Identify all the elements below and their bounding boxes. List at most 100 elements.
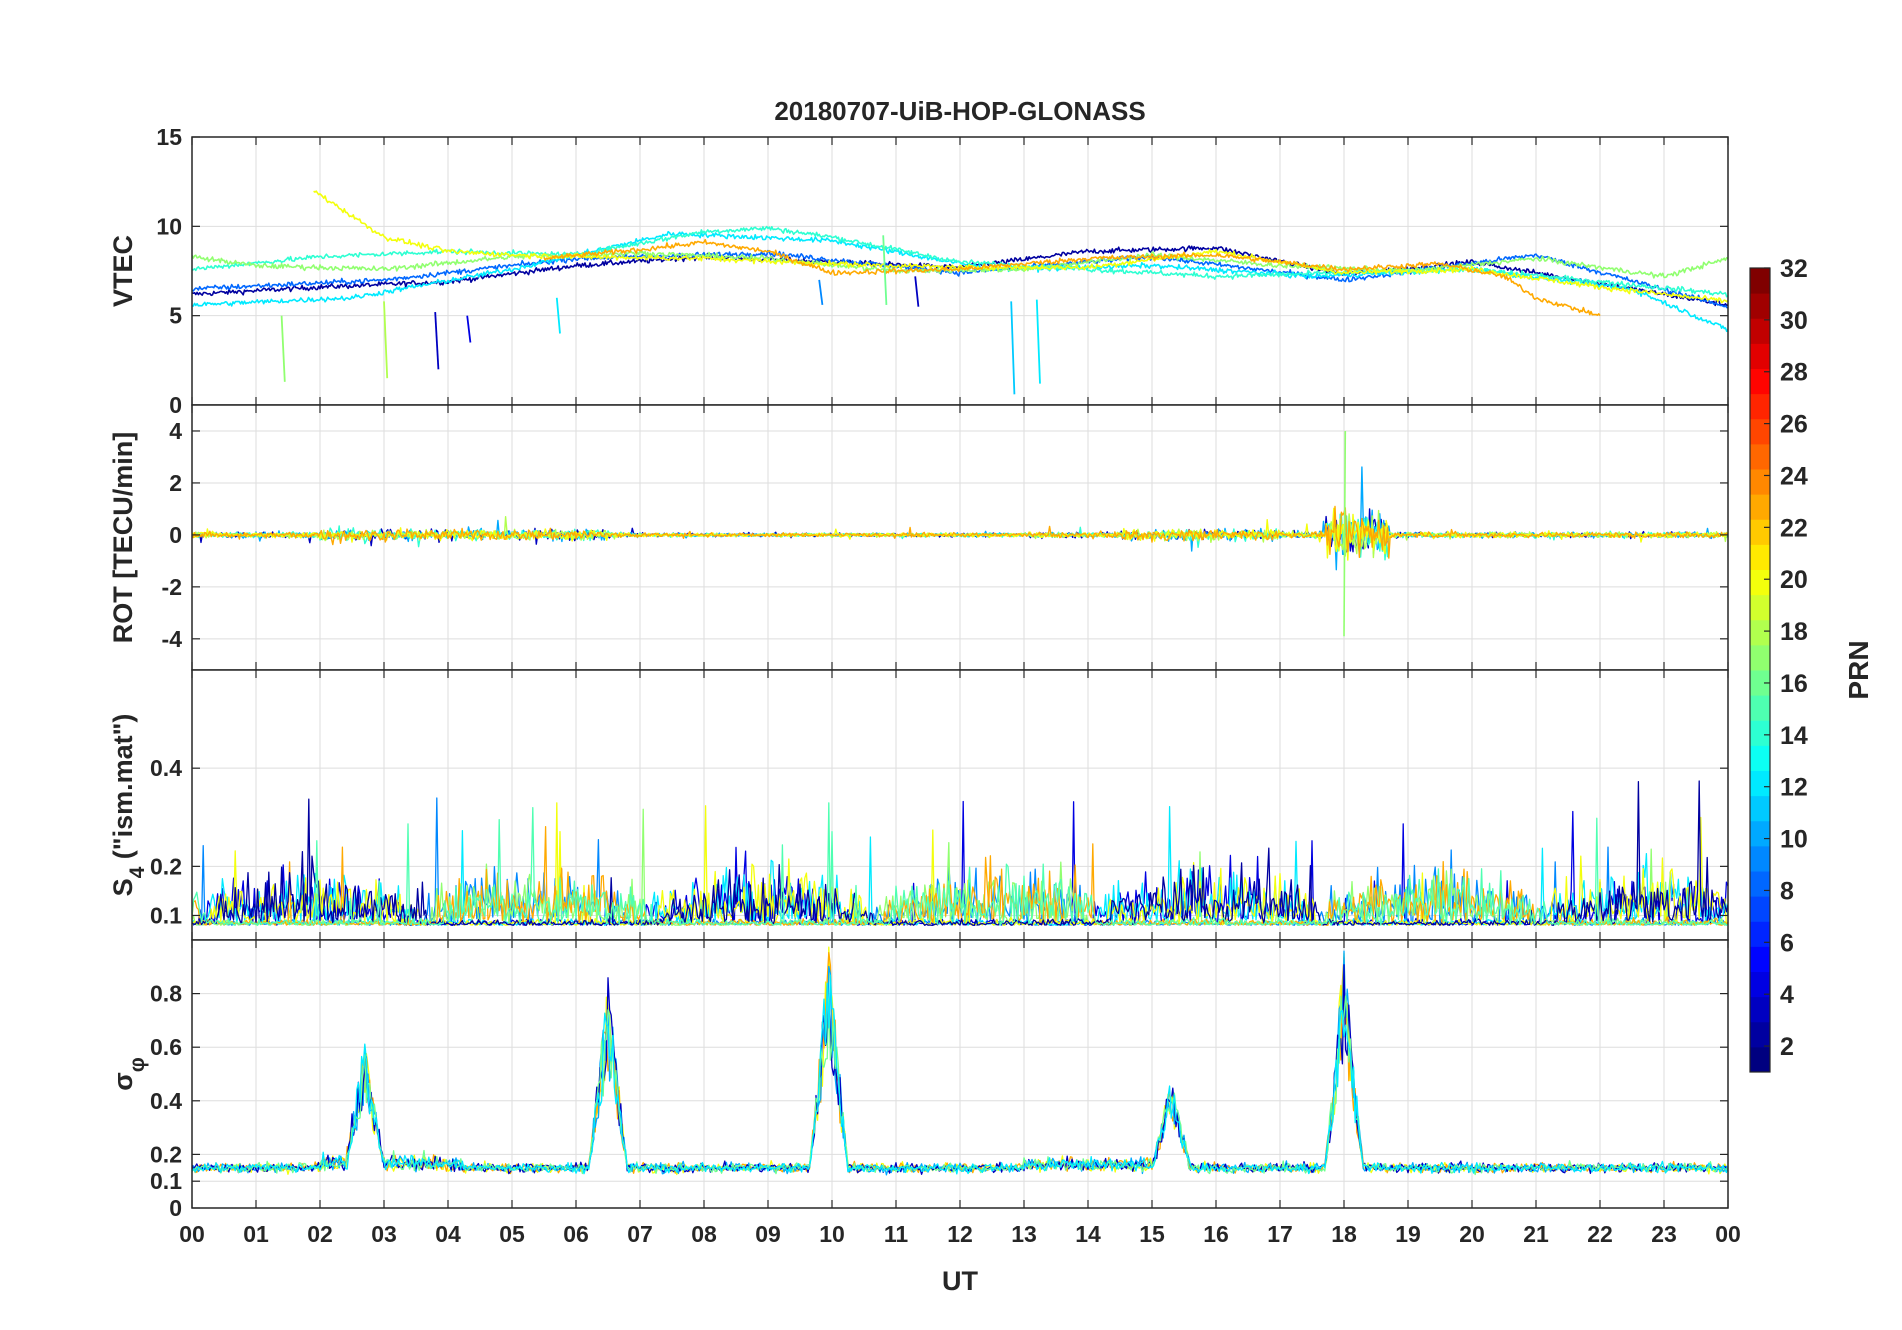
colorbar-tick-label: 16 bbox=[1780, 670, 1808, 698]
colorbar-step bbox=[1750, 820, 1770, 847]
colorbar-step bbox=[1750, 469, 1770, 495]
colorbar-tick-label: 28 bbox=[1780, 359, 1808, 387]
x-axis-label: UT bbox=[942, 1266, 978, 1296]
colorbar-label: PRN bbox=[1843, 640, 1874, 699]
x-tick-label: 14 bbox=[1075, 1221, 1101, 1247]
series-line bbox=[192, 974, 1728, 1175]
x-tick-label: 21 bbox=[1523, 1221, 1549, 1247]
colorbar-tick-label: 20 bbox=[1780, 566, 1808, 594]
x-tick-label: 08 bbox=[691, 1221, 717, 1247]
y-tick-label: 4 bbox=[169, 418, 182, 444]
y-tick-label: 5 bbox=[169, 303, 182, 329]
y-tick-label: 0.4 bbox=[150, 755, 182, 781]
colorbar-step bbox=[1750, 644, 1770, 671]
y-tick-label: 0.4 bbox=[150, 1088, 182, 1114]
colorbar-step bbox=[1750, 896, 1770, 922]
x-tick-labels: 00 01 02 03 04 05 06 07 08 09 10 11 12 13 14 15 16 17 18 19… bbox=[179, 1221, 1741, 1247]
series-line bbox=[192, 802, 1728, 926]
x-tick-label: 05 bbox=[499, 1221, 525, 1247]
colorbar-step bbox=[1750, 418, 1770, 445]
series-line bbox=[192, 808, 1728, 926]
colorbar-tick-label: 32 bbox=[1780, 255, 1808, 283]
colorbar-step bbox=[1750, 318, 1770, 344]
colorbar-step bbox=[1750, 293, 1770, 319]
x-tick-label: 12 bbox=[947, 1221, 973, 1247]
colorbar-tick-label: 10 bbox=[1780, 826, 1808, 854]
colorbar-step bbox=[1750, 845, 1770, 872]
y-tick-label: 0 bbox=[169, 522, 182, 548]
y-tick-label: 0.1 bbox=[150, 1168, 182, 1194]
series-line bbox=[466, 315, 472, 343]
x-tick-label: 23 bbox=[1651, 1221, 1677, 1247]
colorbar-tick-label: 24 bbox=[1780, 462, 1808, 490]
x-tick-label: 22 bbox=[1587, 1221, 1613, 1247]
colorbar-step bbox=[1750, 443, 1770, 470]
y-axis-label: ROT [TECU/min] bbox=[108, 432, 138, 643]
x-tick-label: 19 bbox=[1395, 1221, 1421, 1247]
series-line bbox=[280, 315, 286, 382]
series-line bbox=[543, 238, 1601, 317]
panel-vtec: 0 5 10 15 VTEC bbox=[108, 124, 1729, 418]
chart-title: 20180707-UiB-HOP-GLONASS bbox=[774, 96, 1145, 126]
x-tick-label: 02 bbox=[307, 1221, 333, 1247]
y-tick-label: -2 bbox=[162, 574, 182, 600]
colorbar-step bbox=[1750, 795, 1770, 822]
colorbar-step bbox=[1750, 368, 1770, 395]
x-tick-label: 15 bbox=[1139, 1221, 1165, 1247]
y-tick-label: 0 bbox=[169, 1195, 182, 1221]
x-tick-label: 16 bbox=[1203, 1221, 1229, 1247]
series-line bbox=[192, 509, 1728, 559]
colorbar-step bbox=[1750, 393, 1770, 420]
series-line bbox=[192, 250, 1728, 279]
y-tick-label: 2 bbox=[169, 470, 182, 496]
y-tick-label: 10 bbox=[156, 213, 182, 239]
colorbar-tick-label: 12 bbox=[1780, 774, 1808, 802]
colorbar-step bbox=[1750, 745, 1770, 771]
y-tick-label: 15 bbox=[156, 124, 182, 150]
series-line bbox=[434, 312, 440, 370]
colorbar-tick-label: 8 bbox=[1780, 877, 1794, 905]
y-tick-label: 0.6 bbox=[150, 1034, 182, 1060]
colorbar-step bbox=[1750, 695, 1770, 721]
x-tick-label: 13 bbox=[1011, 1221, 1037, 1247]
colorbar-step bbox=[1750, 770, 1770, 797]
x-tick-label: 11 bbox=[884, 1221, 909, 1247]
series-line bbox=[1035, 299, 1041, 384]
colorbar-step bbox=[1750, 1046, 1770, 1073]
y-tick-label: 0.2 bbox=[150, 853, 182, 879]
series-line bbox=[192, 780, 1728, 926]
colorbar-tick-label: 6 bbox=[1780, 929, 1794, 957]
series-line bbox=[555, 297, 561, 334]
panel-sigma_phi: 00.10.2 0.4 0.6 0.8 σφ bbox=[108, 939, 1729, 1221]
colorbar-step bbox=[1750, 946, 1770, 972]
colorbar-step bbox=[1750, 343, 1770, 369]
colorbar-step bbox=[1750, 921, 1770, 947]
y-tick-label: 0.2 bbox=[150, 1141, 182, 1167]
series-line bbox=[192, 826, 1728, 926]
colorbar-step bbox=[1750, 971, 1770, 998]
y-axis-label: σφ bbox=[108, 1057, 149, 1091]
y-axis-label: S4 ("ism.mat") bbox=[108, 714, 149, 897]
panel-rot: -4 -2 0 2 4 ROT [TECU/min] bbox=[108, 404, 1729, 671]
y-tick-label: 0 bbox=[169, 392, 182, 418]
series-line bbox=[192, 505, 1728, 559]
series-line bbox=[383, 301, 389, 379]
colorbar-tick-label: 4 bbox=[1780, 981, 1794, 1009]
colorbar-step bbox=[1750, 720, 1770, 746]
x-tick-label: 07 bbox=[627, 1221, 653, 1247]
series-group bbox=[192, 190, 1728, 395]
y-tick-label: 0.1 bbox=[150, 902, 182, 928]
panel-s4: 0.1 0.2 0.4S4 ("ism.mat") bbox=[108, 669, 1729, 941]
colorbar-frame bbox=[1749, 267, 1771, 1073]
x-tick-label: 10 bbox=[819, 1221, 845, 1247]
colorbar-step bbox=[1750, 544, 1770, 570]
x-tick-label: 20 bbox=[1459, 1221, 1485, 1247]
series-line bbox=[882, 235, 888, 305]
series-line bbox=[192, 950, 1728, 1176]
series-line bbox=[1010, 301, 1016, 395]
colorbar-tick-label: 2 bbox=[1780, 1033, 1794, 1061]
y-tick-label: 0.8 bbox=[150, 981, 182, 1007]
x-tick-label: 17 bbox=[1267, 1221, 1293, 1247]
colorbar-step bbox=[1750, 1021, 1770, 1048]
